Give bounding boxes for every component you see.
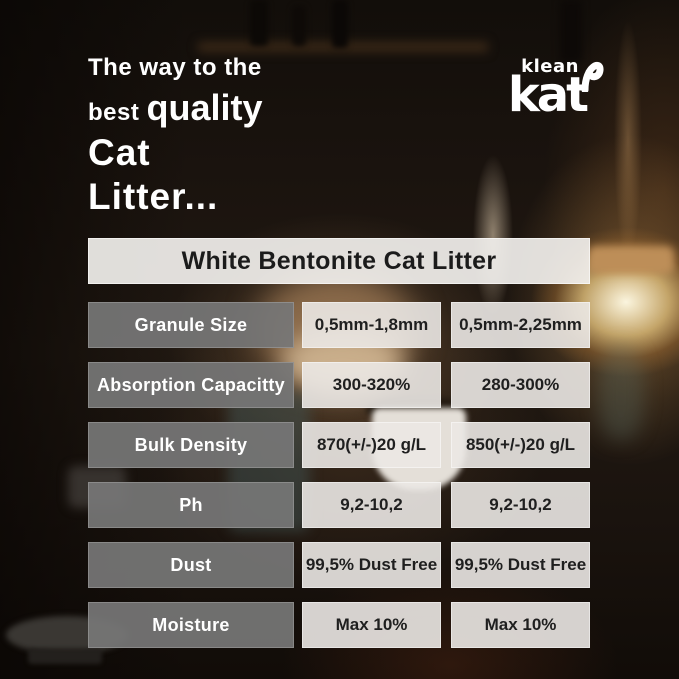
row-value-1: 300-320% [302,362,441,408]
row-value-1: 870(+/-)20 g/L [302,422,441,468]
table-title: White Bentonite Cat Litter [88,238,590,284]
headline-line-2: best quality [88,90,263,126]
row-label: Ph [88,482,294,528]
table-row: Absorption Capacitty 300-320% 280-300% [88,362,590,408]
table-row: Moisture Max 10% Max 10% [88,602,590,648]
headline-line-3: Cat [88,132,151,173]
row-value-1: 99,5% Dust Free [302,542,441,588]
spec-table: White Bentonite Cat Litter Granule Size … [88,238,590,662]
brand-logo: klean kat [487,56,607,119]
bottle-silhouette [560,0,582,62]
lamp-shade [588,246,674,274]
row-value-2: 280-300% [451,362,590,408]
tray-base-blur [28,648,102,664]
row-label: Absorption Capacitty [88,362,294,408]
lamp-smoke [598,345,644,440]
cat-tail-icon [581,62,604,92]
headline-word-quality: quality [146,87,263,128]
bottle-silhouette [332,0,348,48]
table-row: Ph 9,2-10,2 9,2-10,2 [88,482,590,528]
bottle-silhouette [292,6,306,46]
row-value-1: 0,5mm-1,8mm [302,302,441,348]
headline-line-1: The way to the [88,54,262,81]
headline-line-4: Litter... [88,176,219,217]
table-row: Dust 99,5% Dust Free 99,5% Dust Free [88,542,590,588]
table-row: Granule Size 0,5mm-1,8mm 0,5mm-2,25mm [88,302,590,348]
brand-logo-klean-text: klean [521,56,579,77]
row-value-2: 9,2-10,2 [451,482,590,528]
row-value-2: 99,5% Dust Free [451,542,590,588]
row-value-1: Max 10% [302,602,441,648]
row-label: Bulk Density [88,422,294,468]
row-value-1: 9,2-10,2 [302,482,441,528]
row-value-2: 850(+/-)20 g/L [451,422,590,468]
table-row: Bulk Density 870(+/-)20 g/L 850(+/-)20 g… [88,422,590,468]
brand-logo-kat-text: kat [507,67,589,123]
row-label: Dust [88,542,294,588]
row-value-2: Max 10% [451,602,590,648]
row-value-2: 0,5mm-2,25mm [451,302,590,348]
headline: The way to the best quality Cat Litter..… [88,56,263,222]
row-label: Granule Size [88,302,294,348]
row-label: Moisture [88,602,294,648]
bottle-silhouette [250,0,268,46]
headline-word-best: best [88,99,147,126]
